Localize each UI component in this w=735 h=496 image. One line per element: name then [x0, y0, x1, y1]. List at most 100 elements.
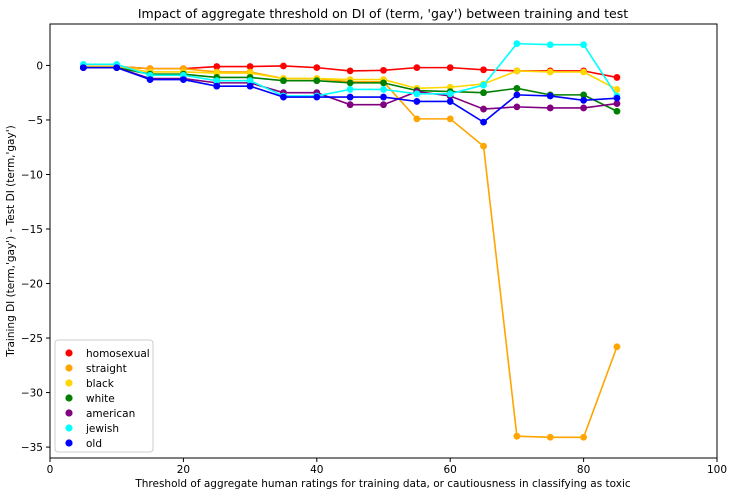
data-point-homosexual	[246, 63, 254, 70]
plot-frame	[49, 23, 718, 459]
data-point-white	[580, 91, 587, 99]
legend: homosexual straight black white american jewi…	[54, 339, 154, 453]
data-point-homosexual	[480, 66, 487, 74]
y-axis-label: Training DI (term,'gay') - Test DI (term…	[5, 125, 17, 357]
x-tick-label: 0	[47, 464, 54, 476]
data-point-old	[113, 64, 121, 72]
data-point-black	[513, 67, 521, 75]
x-axis-label: Threshold of aggregate human ratings for…	[134, 478, 631, 490]
y-tick-label: −30	[21, 388, 43, 400]
data-point-old	[380, 93, 387, 101]
data-point-old	[280, 93, 287, 101]
data-point-jewish	[213, 77, 221, 85]
data-point-homosexual	[413, 64, 421, 72]
data-point-homosexual	[313, 64, 321, 72]
data-point-black	[580, 68, 587, 76]
data-point-jewish	[380, 86, 387, 93]
data-point-old	[480, 118, 487, 126]
x-tick-label: 100	[707, 464, 727, 476]
data-point-old	[413, 98, 421, 105]
data-point-black	[546, 68, 554, 76]
y-tick-label: −5	[28, 115, 43, 127]
data-point-jewish	[346, 86, 354, 93]
data-point-homosexual	[280, 62, 287, 70]
legend-marker-black	[65, 379, 73, 387]
chart-title: Impact of aggregate threshold on DI of (…	[138, 6, 628, 21]
data-point-straight	[446, 115, 454, 123]
series-line-straight	[83, 65, 618, 439]
data-point-american	[346, 101, 354, 109]
data-point-white	[346, 79, 354, 87]
data-point-jewish	[580, 41, 587, 49]
legend-marker-homosexual	[65, 349, 73, 357]
data-point-old	[146, 76, 154, 84]
data-point-american	[480, 105, 487, 113]
x-tick-label: 60	[444, 464, 457, 476]
legend-label-jewish: jewish	[85, 423, 119, 435]
y-tick-label: −20	[21, 279, 43, 291]
data-point-white	[380, 79, 387, 87]
data-point-straight	[546, 433, 554, 441]
data-point-jewish	[413, 90, 421, 98]
data-point-homosexual	[346, 67, 354, 75]
x-axis: 0 20 40 60 80 100	[47, 458, 727, 476]
data-point-straight	[580, 433, 587, 441]
data-point-straight	[413, 115, 421, 123]
data-point-homosexual	[613, 74, 621, 81]
data-point-jewish	[480, 81, 487, 89]
data-point-white	[613, 107, 621, 115]
legend-marker-white	[65, 394, 73, 402]
x-tick-label: 40	[310, 464, 323, 476]
y-tick-label: 0	[36, 60, 43, 72]
data-point-american	[546, 104, 554, 112]
data-point-old	[446, 98, 454, 105]
data-point-old	[213, 82, 221, 90]
legend-label-white: white	[86, 393, 115, 405]
data-point-old	[246, 82, 254, 90]
legend-label-old: old	[86, 438, 102, 450]
y-tick-label: −25	[21, 333, 43, 345]
data-point-straight	[513, 432, 521, 440]
legend-marker-jewish	[65, 424, 73, 432]
data-point-black	[613, 86, 621, 93]
data-point-old	[79, 64, 87, 72]
legend-label-american: american	[86, 408, 135, 420]
legend-marker-old	[65, 439, 73, 447]
y-axis: 0 −5 −10 −15 −20 −25 −30 −35	[21, 60, 50, 454]
y-tick-label: −10	[21, 169, 43, 181]
data-point-american	[380, 101, 387, 109]
data-point-straight	[613, 343, 621, 351]
data-point-jewish	[446, 90, 454, 98]
x-tick-label: 80	[577, 464, 590, 476]
data-point-old	[346, 93, 354, 101]
data-point-old	[613, 94, 621, 102]
data-point-homosexual	[213, 63, 221, 70]
data-point-white	[313, 77, 321, 85]
data-point-jewish	[513, 40, 521, 48]
data-point-jewish	[546, 41, 554, 49]
data-point-homosexual	[446, 64, 454, 72]
data-point-white	[513, 84, 521, 92]
y-tick-label: −15	[21, 224, 43, 236]
data-point-homosexual	[380, 66, 387, 74]
legend-label-black: black	[86, 378, 115, 390]
x-tick-label: 20	[177, 464, 190, 476]
y-tick-label: −35	[21, 442, 43, 454]
legend-label-homosexual: homosexual	[86, 348, 150, 360]
data-point-old	[546, 92, 554, 100]
data-point-jewish	[246, 77, 254, 85]
legend-marker-straight	[65, 364, 73, 372]
data-point-american	[613, 100, 621, 107]
data-point-white	[280, 77, 287, 85]
legend-box	[54, 339, 154, 453]
legend-label-straight: straight	[86, 363, 127, 375]
data-point-american	[513, 103, 521, 111]
data-point-old	[180, 76, 187, 84]
legend-marker-american	[65, 409, 73, 417]
data-point-straight	[480, 142, 487, 150]
data-point-old	[313, 93, 321, 101]
data-point-white	[480, 89, 487, 97]
series-layer	[79, 40, 621, 441]
data-point-american	[580, 104, 587, 112]
